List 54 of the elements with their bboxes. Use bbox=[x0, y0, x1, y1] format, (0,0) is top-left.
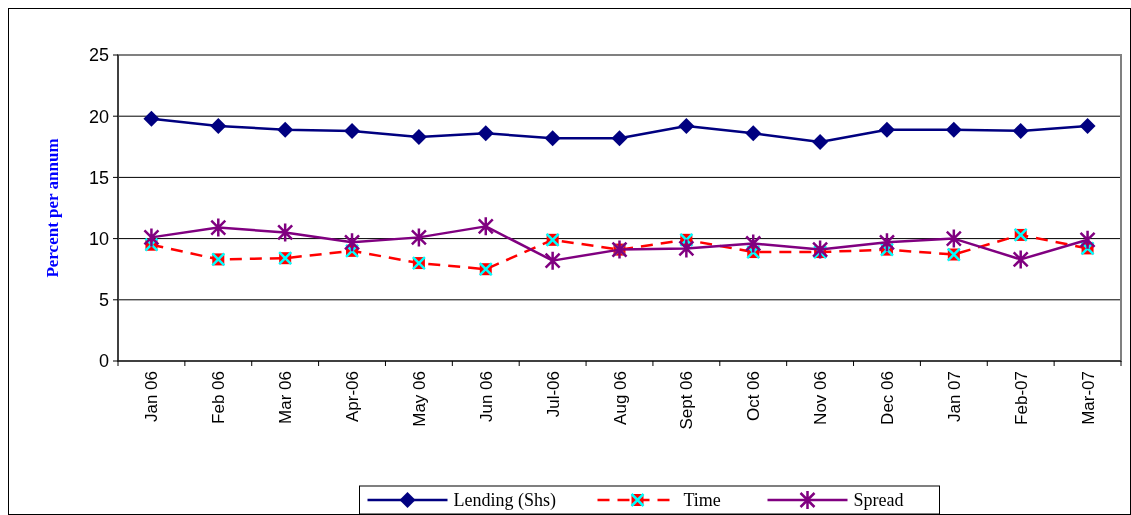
point bbox=[1012, 122, 1029, 139]
point bbox=[344, 122, 361, 139]
point bbox=[811, 239, 829, 260]
y-axis-title: Percent per annum bbox=[43, 138, 62, 278]
point bbox=[544, 130, 561, 147]
point bbox=[1079, 229, 1096, 251]
point bbox=[745, 125, 762, 142]
point bbox=[410, 129, 427, 146]
point bbox=[945, 121, 962, 138]
point bbox=[210, 117, 227, 134]
x-tick-label: Aug 06 bbox=[610, 371, 630, 425]
point bbox=[1012, 249, 1029, 270]
x-tick-label: Feb-07 bbox=[1011, 371, 1031, 425]
point bbox=[544, 250, 561, 271]
x-tick-label: Mar-07 bbox=[1078, 371, 1098, 425]
x-tick-label: Dec 06 bbox=[877, 371, 897, 425]
x-tick-label: Mar 06 bbox=[276, 371, 296, 424]
point bbox=[611, 130, 628, 147]
y-tick-label: 0 bbox=[98, 351, 109, 372]
x-tick-label: Jun 06 bbox=[476, 371, 496, 423]
point bbox=[477, 125, 494, 142]
x-tick-label: Jan 06 bbox=[142, 371, 162, 423]
point bbox=[744, 233, 762, 254]
legend-label: Spread bbox=[853, 490, 904, 511]
point bbox=[210, 217, 227, 238]
y-tick-label: 10 bbox=[88, 228, 109, 249]
x-tick-label: Sept 06 bbox=[677, 371, 697, 430]
x-tick-label: Oct 06 bbox=[744, 371, 764, 422]
x-tick-label: Apr-06 bbox=[343, 371, 363, 423]
legend-label: Time bbox=[683, 490, 721, 511]
y-tick-label: 20 bbox=[88, 106, 109, 127]
point bbox=[410, 227, 428, 248]
x-tick-label: Jan 07 bbox=[944, 371, 964, 423]
point bbox=[477, 216, 495, 237]
point bbox=[878, 121, 895, 138]
x-tick-label: May 06 bbox=[409, 371, 429, 427]
point bbox=[1079, 117, 1096, 134]
x-tick-label: Nov 06 bbox=[811, 371, 831, 425]
point bbox=[812, 133, 829, 150]
point bbox=[143, 227, 160, 248]
legend-label: Lending (Shs) bbox=[453, 490, 556, 512]
point bbox=[343, 232, 361, 253]
point bbox=[678, 117, 695, 134]
y-tick-label: 15 bbox=[88, 167, 109, 188]
y-tick-label: 25 bbox=[88, 45, 109, 66]
point bbox=[945, 228, 963, 249]
x-tick-label: Jul-06 bbox=[543, 371, 563, 418]
point bbox=[277, 121, 294, 138]
point bbox=[143, 110, 160, 127]
y-tick-label: 5 bbox=[98, 290, 109, 311]
point bbox=[878, 232, 896, 253]
point bbox=[678, 238, 695, 259]
x-tick-label: Feb 06 bbox=[209, 371, 229, 424]
point bbox=[276, 222, 294, 243]
